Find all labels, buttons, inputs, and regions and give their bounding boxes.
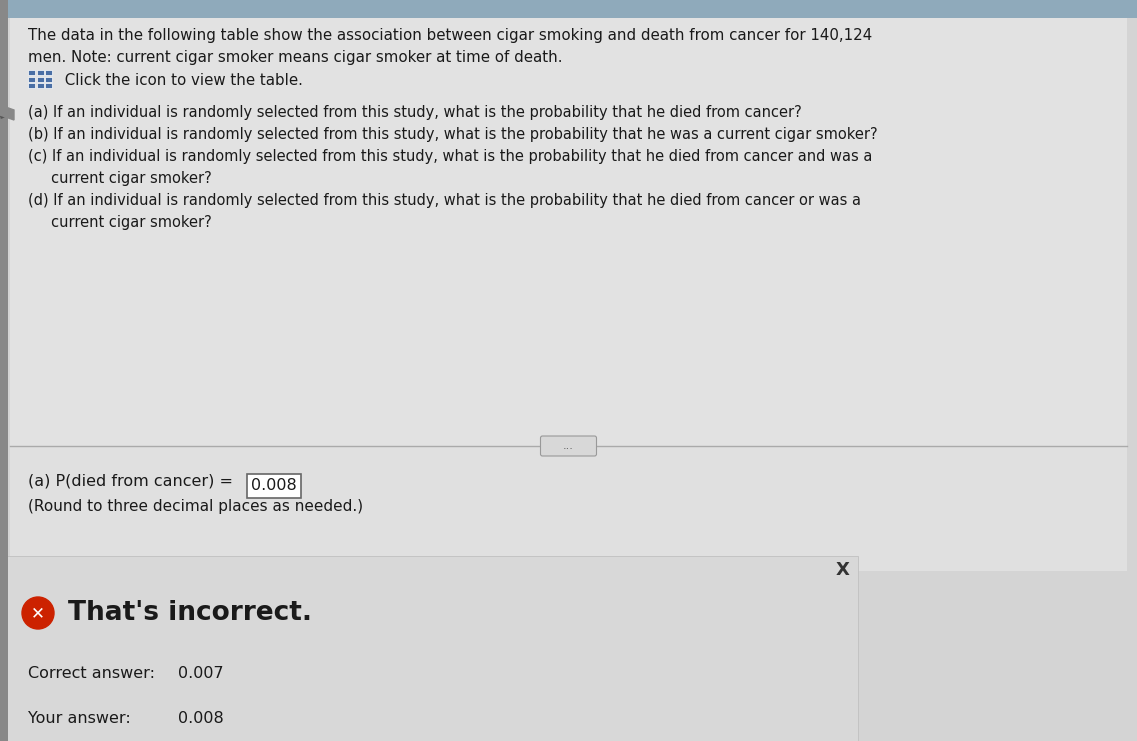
Text: ✕: ✕	[31, 604, 45, 622]
Text: (d) If an individual is randomly selected from this study, what is the probabili: (d) If an individual is randomly selecte…	[28, 193, 861, 208]
Text: (Round to three decimal places as needed.): (Round to three decimal places as needed…	[28, 499, 363, 514]
Polygon shape	[0, 105, 14, 120]
Text: (c) If an individual is randomly selected from this study, what is the probabili: (c) If an individual is randomly selecte…	[28, 149, 872, 164]
FancyBboxPatch shape	[36, 83, 43, 88]
FancyBboxPatch shape	[36, 76, 43, 82]
Text: (a) P(died from cancer) =: (a) P(died from cancer) =	[28, 473, 238, 488]
Text: Correct answer:: Correct answer:	[28, 666, 155, 681]
Text: ...: ...	[563, 441, 574, 451]
FancyBboxPatch shape	[28, 83, 35, 88]
FancyBboxPatch shape	[10, 446, 1127, 571]
Text: 0.008: 0.008	[251, 479, 297, 494]
Text: X: X	[836, 561, 850, 579]
FancyBboxPatch shape	[45, 70, 52, 75]
FancyBboxPatch shape	[45, 76, 52, 82]
Text: Your answer:: Your answer:	[28, 711, 131, 726]
Text: That's incorrect.: That's incorrect.	[68, 600, 312, 626]
FancyBboxPatch shape	[45, 83, 52, 88]
FancyBboxPatch shape	[247, 474, 301, 498]
Text: 0.008: 0.008	[179, 711, 224, 726]
FancyBboxPatch shape	[10, 18, 1127, 446]
FancyBboxPatch shape	[36, 70, 43, 75]
Text: men. Note: current cigar smoker means cigar smoker at time of death.: men. Note: current cigar smoker means ci…	[28, 50, 563, 65]
FancyBboxPatch shape	[540, 436, 597, 456]
Text: Click the icon to view the table.: Click the icon to view the table.	[59, 73, 302, 88]
Text: current cigar smoker?: current cigar smoker?	[28, 171, 211, 186]
FancyBboxPatch shape	[0, 0, 8, 741]
Text: (b) If an individual is randomly selected from this study, what is the probabili: (b) If an individual is randomly selecte…	[28, 127, 878, 142]
FancyBboxPatch shape	[28, 70, 35, 75]
Text: 0.007: 0.007	[179, 666, 224, 681]
FancyBboxPatch shape	[0, 556, 858, 741]
Text: (a) If an individual is randomly selected from this study, what is the probabili: (a) If an individual is randomly selecte…	[28, 105, 802, 120]
Circle shape	[22, 597, 53, 629]
FancyBboxPatch shape	[0, 0, 1137, 18]
Text: The data in the following table show the association between cigar smoking and d: The data in the following table show the…	[28, 28, 872, 43]
FancyBboxPatch shape	[28, 76, 35, 82]
Text: current cigar smoker?: current cigar smoker?	[28, 215, 211, 230]
